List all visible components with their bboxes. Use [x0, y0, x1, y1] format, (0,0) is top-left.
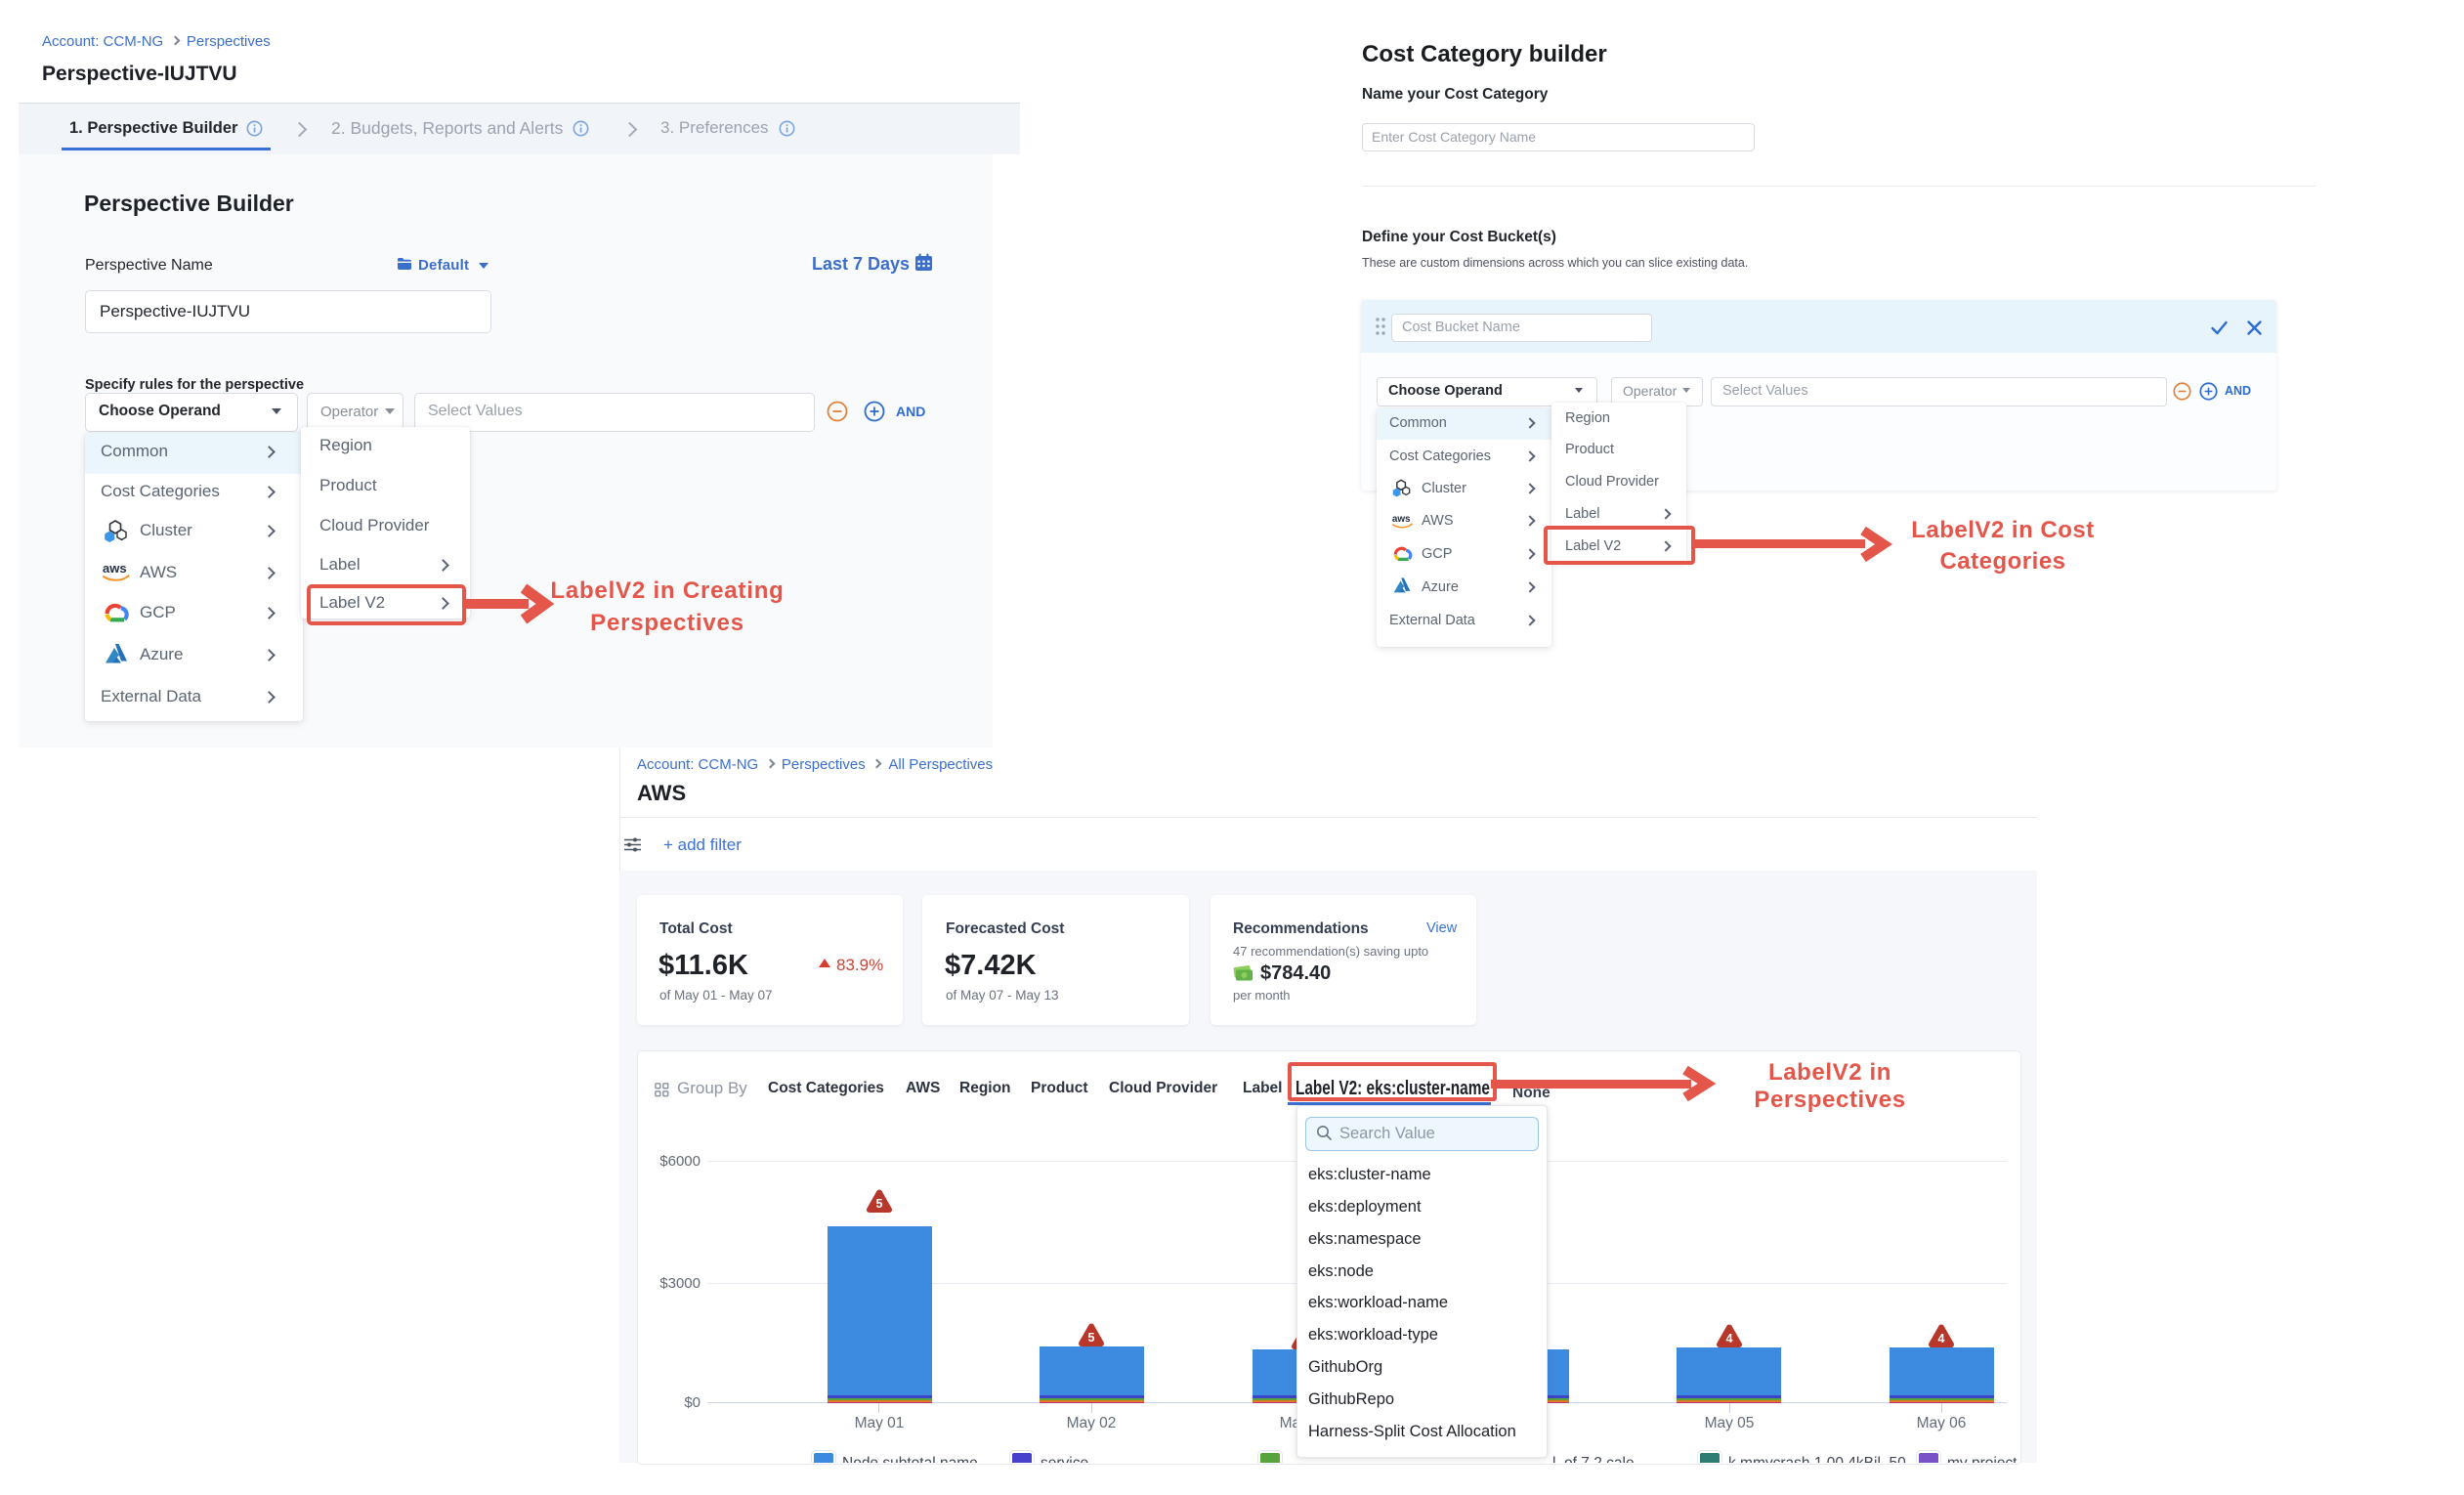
svg-text:5: 5 — [1088, 1331, 1095, 1345]
svg-text:aws: aws — [103, 561, 127, 576]
svg-text:4: 4 — [1726, 1332, 1733, 1346]
svg-text:4: 4 — [1938, 1332, 1945, 1346]
svg-text:5: 5 — [876, 1197, 883, 1211]
svg-text:aws: aws — [1392, 514, 1411, 525]
